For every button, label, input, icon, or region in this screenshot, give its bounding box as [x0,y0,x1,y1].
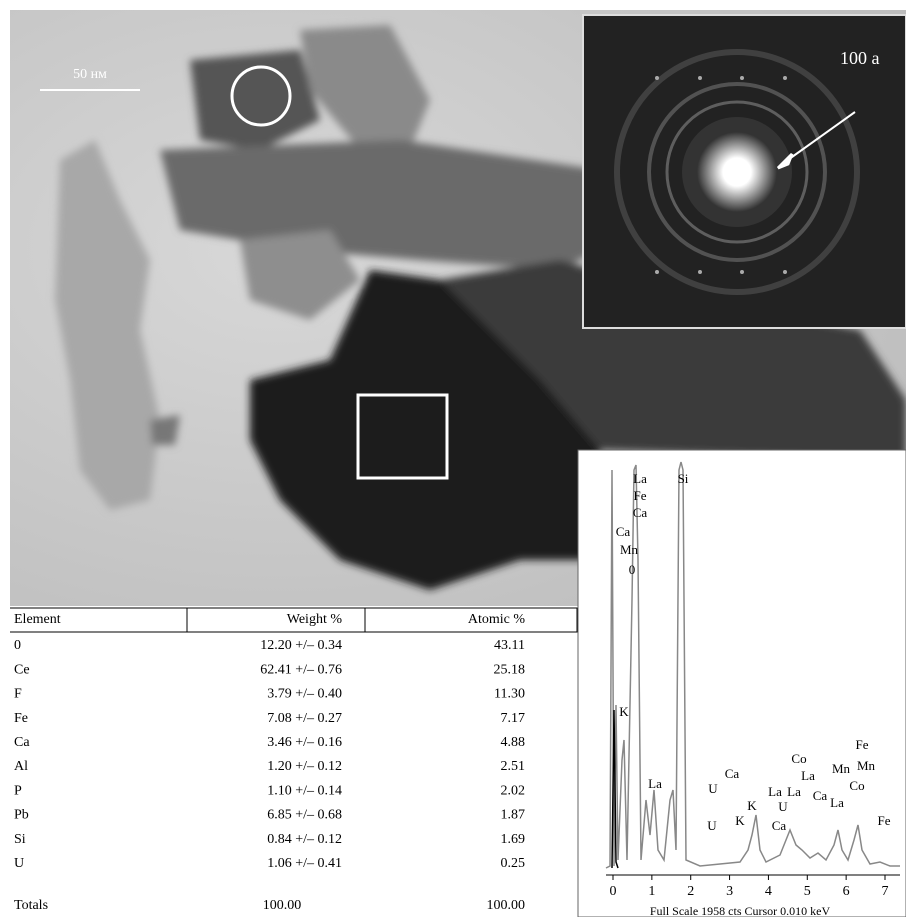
peak-label: Fe [856,737,869,752]
peak-label: Ca [772,818,787,833]
table-cell: 0.25 [501,856,526,871]
peak-label: Co [849,778,864,793]
peak-label: La [830,795,844,810]
table-cell: Ce [14,662,30,677]
table-total: 100.00 [487,898,526,913]
table-cell: 25.18 [494,662,526,677]
table-cell: 11.30 [494,687,525,702]
spectrum-footer: Full Scale 1958 cts Cursor 0.010 keV [650,904,831,917]
x-tick-label: 4 [765,884,772,899]
table-cell: 43.11 [494,638,525,653]
peak-label: U [708,781,718,796]
peak-label: Ca [633,505,648,520]
table-cell: 1.10 +/– 0.14 [267,783,342,798]
table-total: 100.00 [263,898,302,913]
table-cell: U [14,856,24,871]
peak-label: Ca [725,766,740,781]
peak-label: Mn [620,542,639,557]
x-tick-label: 2 [687,884,694,899]
table-cell: P [14,783,22,798]
figure: 50 нм 100 a Element Weight % Atomic % 0 12.2… [0,0,906,917]
peak-label: U [778,799,788,814]
peak-label: Fe [634,488,647,503]
table-cell: 2.02 [501,783,526,798]
table-cell: Pb [14,808,29,823]
table-cell: 1.87 [501,808,526,823]
table-cell: 4.88 [501,735,526,750]
diffraction-inset: 100 a [583,15,906,328]
table-cell: 7.17 [501,711,526,726]
table-cell: 62.41 +/– 0.76 [260,662,342,677]
table-cell: 12.20 +/– 0.34 [260,638,342,653]
peak-label: K [735,813,745,828]
peak-label: Mn [832,761,851,776]
scale-bar-label: 50 нм [73,67,107,82]
table-cell: 7.08 +/– 0.27 [267,711,342,726]
peak-label: Si [678,471,689,486]
page: 50 нм 100 a Element Weight % Atomic % 0 12.2… [0,0,906,917]
peak-label: Ca [616,524,631,539]
table-cell: Ca [14,735,30,750]
peak-label: La [633,471,647,486]
table-cell: 6.85 +/– 0.68 [267,808,342,823]
composition-table: Element Weight % Atomic % 0 12.20 +/– 0.34 43… [10,608,578,917]
peak-label: K [747,798,757,813]
x-tick-label: 7 [882,884,889,899]
table-cell: 1.20 +/– 0.12 [267,759,342,774]
x-tick-label: 3 [726,884,733,899]
x-tick-label: 5 [804,884,811,899]
table-cell: 3.79 +/– 0.40 [267,687,342,702]
peak-label: La [768,784,782,799]
table-header: Weight % [287,612,343,627]
table-cell: F [14,687,22,702]
x-tick-label: 0 [610,884,617,899]
table-cell: Si [14,832,26,847]
peak-label: U [707,818,717,833]
peak-label: K [619,704,629,719]
x-tick-label: 1 [648,884,655,899]
table-cell: 1.06 +/– 0.41 [267,856,342,871]
diffraction-label: 100 a [840,48,880,68]
table-cell: 0.84 +/– 0.12 [267,832,342,847]
peak-label: Co [791,751,806,766]
peak-label: Ca [813,788,828,803]
eds-spectrum: Full Scale 1958 cts Cursor 0.010 keV 0 1 2… [578,450,906,917]
peak-label: 0 [629,562,636,577]
peak-label: La [648,776,662,791]
table-cell: 2.51 [501,759,526,774]
table-cell: Al [14,759,28,774]
x-tick-label: 6 [843,884,850,899]
table-total: Totals [14,898,48,913]
table-cell: 3.46 +/– 0.16 [267,735,342,750]
peak-label: La [801,768,815,783]
table-cell: 1.69 [501,832,526,847]
peak-label: Fe [878,813,891,828]
table-header: Atomic % [468,612,525,627]
table-header: Element [14,612,61,627]
table-cell: Fe [14,711,28,726]
table-cell: 0 [14,638,21,653]
peak-label: La [787,784,801,799]
peak-label: Mn [857,758,876,773]
